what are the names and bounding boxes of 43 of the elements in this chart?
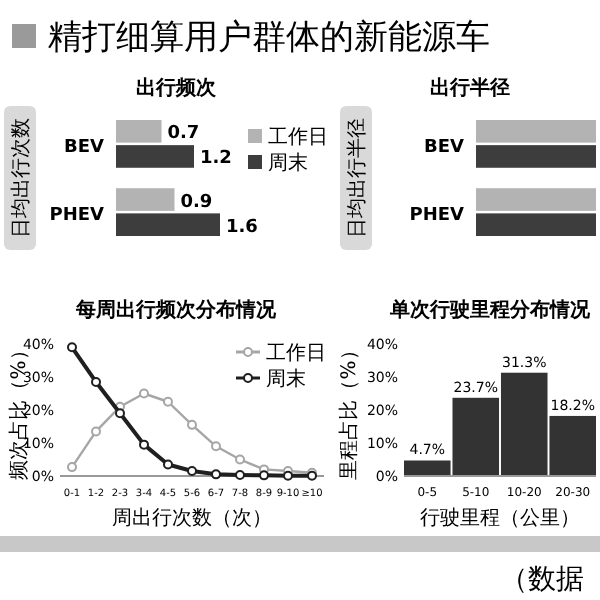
point [235, 470, 245, 481]
legend-label: 周末 [266, 367, 306, 391]
chart-title: 精打细算用户群体的新能源车 [48, 18, 490, 58]
point [211, 441, 221, 452]
data-label: 0.7 [167, 124, 200, 145]
chart-title: 每周出行频次分布情况 [74, 298, 278, 322]
data-label: 1.2 [200, 149, 232, 170]
point [115, 408, 125, 419]
point [91, 426, 101, 437]
y-axis-title: 日均出行次数 [9, 118, 33, 238]
point [139, 388, 149, 399]
point [211, 469, 221, 480]
data-label: 0.9 [180, 192, 213, 213]
point [187, 466, 197, 477]
x-axis-title: 周出行次数（次） [112, 506, 272, 530]
bar [116, 145, 194, 168]
chart-subtitle: 出行频次 [136, 76, 218, 100]
chart-title: 出行半径 [430, 76, 510, 100]
point [67, 462, 77, 473]
y-tick-label: BEV [64, 137, 105, 158]
point [163, 459, 173, 470]
bar [116, 213, 220, 236]
y-axis-title: 里程占比（%） [337, 340, 361, 480]
x-axis-title: 行驶里程（公里） [420, 506, 580, 530]
point [91, 376, 101, 387]
y-tick-label: BEV [424, 137, 465, 158]
point [187, 419, 197, 430]
y-tick-label: PHEV [49, 206, 105, 227]
legend-label: 周末 [268, 151, 308, 175]
point [139, 439, 149, 450]
point [235, 454, 245, 465]
point [67, 342, 77, 353]
legend-label: 工作日 [268, 127, 328, 149]
bar [116, 188, 175, 211]
point [163, 396, 173, 407]
data-label: 1.6 [226, 217, 258, 238]
legend-label: 工作日 [266, 343, 326, 365]
y-axis-title: 日均出行半径 [345, 118, 369, 238]
chart-title: 单次行驶里程分布情况 [388, 298, 592, 322]
bar [116, 120, 162, 143]
point [259, 470, 269, 481]
text: （数据 [500, 564, 584, 596]
y-tick-label: PHEV [409, 206, 465, 227]
